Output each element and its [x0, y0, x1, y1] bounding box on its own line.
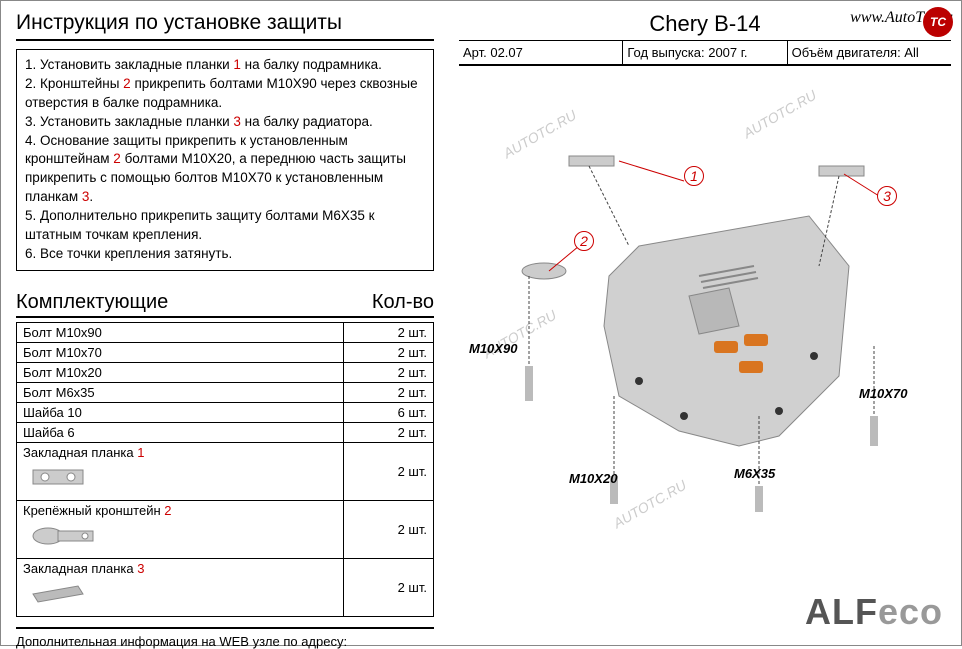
part-qty: 2 шт. [344, 422, 434, 442]
table-row: Закладная планка 12 шт. [17, 442, 434, 500]
callout-3: 3 [877, 186, 897, 206]
part-qty: 2 шт. [344, 442, 434, 500]
table-row: Болт М10х902 шт. [17, 322, 434, 342]
main-title: Инструкция по установке защиты [16, 11, 434, 41]
part-name: Болт М10х20 [17, 362, 344, 382]
instruction-line: 3. Установить закладные планки 3 на балк… [25, 113, 425, 132]
part-name: Шайба 6 [17, 422, 344, 442]
bolt-label-m10x20: M10X20 [569, 471, 617, 486]
callout-2: 2 [574, 231, 594, 251]
parts-header-row: Комплектующие Кол-во [16, 291, 434, 318]
left-panel: Инструкция по установке защиты 1. Устано… [1, 1, 449, 645]
part-name: Закладная планка 1 [17, 442, 344, 500]
specs-row: Арт. 02.07 Год выпуска: 2007 г. Объём дв… [459, 41, 951, 66]
right-panel: www.AutoTC.ru TC Chery B-14 Арт. 02.07 Г… [449, 1, 961, 645]
spec-engine: Объём двигателя: All [787, 41, 951, 64]
instruction-line: 4. Основание защиты прикрепить к установ… [25, 132, 425, 208]
part-name: Болт М10х90 [17, 322, 344, 342]
instruction-line: 2. Кронштейны 2 прикрепить болтами М10Х9… [25, 75, 425, 113]
brand-logo: ALFeco [805, 591, 943, 633]
protection-plate-icon [589, 206, 879, 466]
table-row: Крепёжный кронштейн 22 шт. [17, 500, 434, 558]
bolt-label-m10x70: M10X70 [859, 386, 907, 401]
page-container: Инструкция по установке защиты 1. Устано… [0, 0, 962, 646]
part-name: Закладная планка 3 [17, 558, 344, 616]
instruction-line: 6. Все точки крепления затянуть. [25, 245, 425, 264]
right-header: Chery B-14 Арт. 02.07 Год выпуска: 2007 … [459, 11, 951, 66]
model-name: Chery B-14 [459, 11, 951, 41]
table-row: Шайба 106 шт. [17, 402, 434, 422]
qty-title: Кол-во [372, 291, 434, 314]
part-qty: 2 шт. [344, 342, 434, 362]
diagram-area: AUTOTC.RU AUTOTC.RU AUTOTC.RU AUTOTC.RU … [459, 66, 959, 546]
part-name: Крепёжный кронштейн 2 [17, 500, 344, 558]
table-row: Болт М10х702 шт. [17, 342, 434, 362]
instruction-line: 1. Установить закладные планки 1 на балк… [25, 56, 425, 75]
spec-year: Год выпуска: 2007 г. [622, 41, 786, 64]
part-qty: 2 шт. [344, 500, 434, 558]
part-qty: 6 шт. [344, 402, 434, 422]
callout-1: 1 [684, 166, 704, 186]
table-row: Болт М6х352 шт. [17, 382, 434, 402]
brand-alf: ALF [805, 591, 878, 632]
bolt-label-m6x35: M6X35 [734, 466, 775, 481]
part-qty: 2 шт. [344, 322, 434, 342]
part-name: Болт М10х70 [17, 342, 344, 362]
table-row: Закладная планка 32 шт. [17, 558, 434, 616]
watermark: AUTOTC.RU [610, 477, 689, 532]
part-qty: 2 шт. [344, 558, 434, 616]
part-qty: 2 шт. [344, 382, 434, 402]
brand-eco: eco [878, 591, 943, 632]
part-name: Болт М6х35 [17, 382, 344, 402]
watermark: AUTOTC.RU [500, 107, 579, 162]
bolt-label-m10x90: M10X90 [469, 341, 517, 356]
instructions-box: 1. Установить закладные планки 1 на балк… [16, 49, 434, 271]
table-row: Шайба 62 шт. [17, 422, 434, 442]
table-row: Болт М10х202 шт. [17, 362, 434, 382]
spec-art: Арт. 02.07 [459, 41, 622, 64]
instruction-line: 5. Дополнительно прикрепить защиту болта… [25, 207, 425, 245]
parts-title: Комплектующие [16, 291, 168, 314]
watermark: AUTOTC.RU [740, 87, 819, 142]
parts-table: Болт М10х902 шт.Болт М10х702 шт.Болт М10… [16, 322, 434, 617]
part-qty: 2 шт. [344, 362, 434, 382]
part-name: Шайба 10 [17, 402, 344, 422]
footer-text: Дополнительная информация на WEB узле по… [16, 627, 434, 649]
